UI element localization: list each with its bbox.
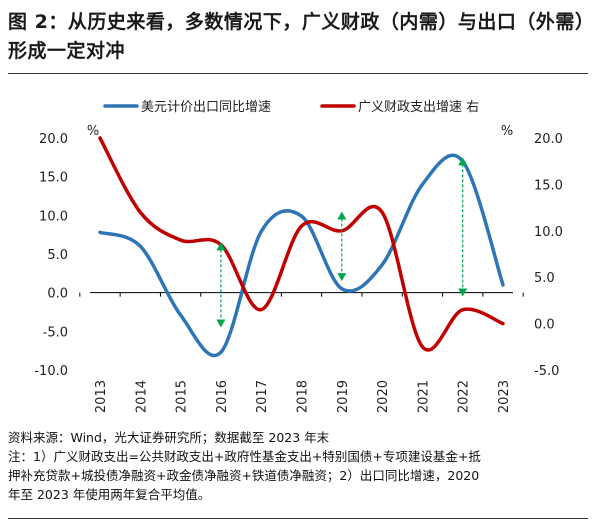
data-point	[300, 215, 303, 218]
right-tick-label: 20.0	[534, 132, 563, 147]
note-line-3: 年至 2023 年使用两年复合平均值。	[8, 487, 211, 502]
data-point	[502, 283, 505, 286]
arrowhead-up	[337, 211, 347, 220]
bottom-divider	[8, 518, 588, 519]
legend-label: 广义财政支出增速 右	[358, 100, 479, 115]
data-point	[260, 308, 263, 311]
left-tick-label: -5.0	[43, 325, 68, 340]
data-point	[381, 211, 384, 214]
left-tick-label: 0.0	[47, 287, 68, 302]
x-tick-label: 2013	[94, 380, 109, 413]
data-point	[260, 230, 263, 233]
left-tick-label: -10.0	[34, 364, 68, 379]
arrowhead-down	[337, 273, 347, 282]
arrowhead-up	[216, 242, 226, 251]
data-point	[219, 351, 222, 354]
right-tick-label: 5.0	[534, 271, 555, 286]
data-point	[179, 314, 182, 317]
data-point	[99, 231, 102, 234]
series-layer	[98, 136, 505, 357]
chart-legend: 美元计价出口同比增速 广义财政支出增速 右	[103, 100, 479, 115]
data-point	[300, 225, 303, 228]
figure-title: 图 2：从历史来看，多数情况下，广义财政（内需）与出口（外需）形成一定对冲	[8, 11, 585, 62]
legend-label: 美元计价出口同比增速	[141, 100, 271, 115]
x-tick-label: 2021	[416, 380, 431, 413]
title-divider	[8, 73, 588, 74]
right-tick-label: -5.0	[534, 364, 559, 379]
chart-area: 美元计价出口同比增速 广义财政支出增速 右 % % 20.0 15.0 10.0 5.0…	[34, 100, 563, 413]
data-point	[421, 345, 424, 348]
x-tick-label: 2019	[336, 380, 351, 413]
note-line-1: 注：1）广义财政支出=公共财政支出+政府性基金支出+特别国债+专项建设基金+抵	[8, 449, 481, 464]
data-point	[179, 239, 182, 242]
data-point	[99, 137, 102, 140]
right-tick-label: 0.0	[534, 318, 555, 333]
left-axis-unit: %	[87, 124, 99, 139]
arrow-layer	[216, 157, 468, 328]
data-point	[502, 322, 505, 325]
x-axis-ticks: 2013 2014 2015 2016 2017 2018 2019 2020 2021 2022…	[79, 292, 524, 413]
x-tick-label: 2023	[497, 380, 512, 413]
fiscal-spending-line	[98, 136, 505, 352]
x-tick-label: 2016	[215, 380, 230, 413]
export-growth-line	[98, 153, 505, 357]
notes-block: 资料来源：Wind，光大证券研究所；数据截至 2023 年末 注：1）广义财政支…	[8, 428, 590, 504]
right-axis-ticks: 20.0 15.0 10.0 5.0 0.0 -5.0	[534, 132, 563, 379]
right-tick-label: 10.0	[534, 225, 563, 240]
x-tick-label: 2014	[134, 380, 149, 413]
data-point	[381, 263, 384, 266]
x-tick-label: 2015	[175, 380, 190, 413]
data-point	[340, 287, 343, 290]
x-tick-label: 2017	[255, 380, 270, 413]
right-tick-label: 15.0	[534, 178, 563, 193]
x-tick-label: 2022	[457, 380, 472, 413]
left-axis-ticks: 20.0 15.0 10.0 5.0 0.0 -5.0 -10.0	[34, 132, 68, 379]
data-point	[421, 183, 424, 186]
source-line: 资料来源：Wind，光大证券研究所；数据截至 2023 年末	[8, 430, 330, 445]
data-point	[461, 308, 464, 311]
x-tick-label: 2020	[376, 380, 391, 413]
left-tick-label: 10.0	[39, 209, 68, 224]
arrowhead-up	[458, 157, 468, 166]
left-tick-label: 20.0	[39, 132, 68, 147]
left-tick-label: 15.0	[39, 171, 68, 186]
right-axis-unit: %	[501, 124, 513, 139]
data-point	[139, 211, 142, 214]
x-tick-label: 2018	[296, 380, 311, 413]
data-point	[139, 245, 142, 248]
arrowhead-down	[216, 319, 226, 328]
arrowhead-down	[458, 288, 468, 297]
note-line-2: 押补充贷款+城投债净融资+政金债净融资+铁道债净融资；2）出口同比增速，2020	[8, 468, 480, 483]
left-tick-label: 5.0	[47, 248, 68, 263]
